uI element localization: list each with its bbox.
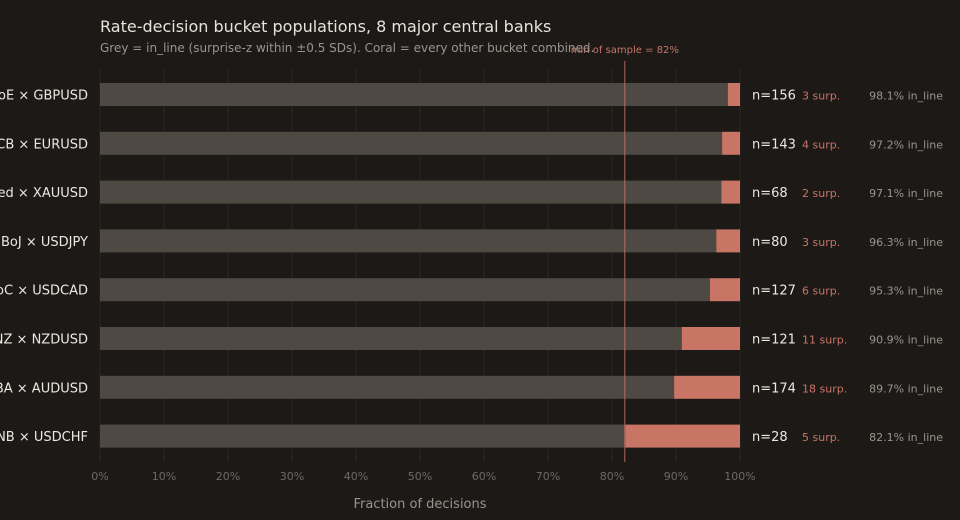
n-label: n=156 xyxy=(752,89,796,104)
reference-line-label: min of sample = 82% xyxy=(571,45,679,56)
y-category-label: BoE × GBPUSD xyxy=(0,89,88,104)
x-tick-label: 90% xyxy=(664,470,688,483)
y-category-label: BoC × USDCAD xyxy=(0,284,88,299)
y-category-label: BoJ × USDJPY xyxy=(1,235,88,250)
n-label: n=127 xyxy=(752,284,796,299)
surprise-count-label: 6 surp. xyxy=(802,285,840,298)
grid-layer xyxy=(99,70,741,462)
surprise-count-label: 5 surp. xyxy=(802,431,840,444)
x-tick-label: 30% xyxy=(280,470,304,483)
surprise-count-label: 4 surp. xyxy=(802,138,840,151)
surprise-count-label: 2 surp. xyxy=(802,187,840,200)
x-tick-label: 100% xyxy=(724,470,755,483)
bar-other xyxy=(674,375,740,399)
x-tick-label: 50% xyxy=(408,470,432,483)
in-line-percent-label: 97.1% in_line xyxy=(869,187,943,200)
bar-in-line xyxy=(100,278,710,302)
n-label: n=121 xyxy=(752,333,796,348)
bar-other xyxy=(716,229,740,253)
x-ticks-layer: 0% 10% 20% 30% 40% 50% 60% 70% 80% 90% 100% xyxy=(91,470,755,483)
x-tick-label: 60% xyxy=(472,470,496,483)
bar-other xyxy=(722,131,740,155)
chart-subtitle: Grey = in_line (surprise-z within ±0.5 S… xyxy=(100,41,594,55)
bar-other xyxy=(727,83,740,106)
bar-in-line xyxy=(100,327,682,350)
x-tick-label: 80% xyxy=(600,470,624,483)
in-line-percent-label: 98.1% in_line xyxy=(869,90,943,103)
bar-in-line xyxy=(100,83,728,106)
bar-in-line xyxy=(100,131,723,155)
chart-title: Rate-decision bucket populations, 8 majo… xyxy=(100,17,551,36)
y-category-label: SNB × USDCHF xyxy=(0,430,88,445)
x-tick-label: 70% xyxy=(536,470,560,483)
n-label: n=143 xyxy=(752,137,796,152)
n-label: n=80 xyxy=(752,235,788,250)
labels-layer: BoE × GBPUSD n=156 3 surp. 98.1% in_line ECB… xyxy=(0,89,943,446)
bar-other xyxy=(681,327,740,350)
x-axis-label: Fraction of decisions xyxy=(353,497,486,512)
surprise-count-label: 11 surp. xyxy=(802,334,847,347)
in-line-percent-label: 82.1% in_line xyxy=(869,431,943,444)
x-tick-label: 40% xyxy=(344,470,368,483)
reference-layer: min of sample = 82% xyxy=(571,45,679,462)
x-tick-label: 10% xyxy=(152,470,176,483)
surprise-count-label: 3 surp. xyxy=(802,90,840,103)
bar-other xyxy=(625,424,740,448)
bar-in-line xyxy=(100,180,722,204)
in-line-percent-label: 90.9% in_line xyxy=(869,334,943,347)
in-line-percent-label: 96.3% in_line xyxy=(869,236,943,249)
bars-layer xyxy=(100,83,740,448)
bar-in-line xyxy=(100,424,626,448)
n-label: n=174 xyxy=(752,381,796,396)
bar-other xyxy=(709,278,740,302)
bar-in-line xyxy=(100,229,717,253)
in-line-percent-label: 89.7% in_line xyxy=(869,382,943,395)
n-label: n=28 xyxy=(752,430,788,445)
in-line-percent-label: 95.3% in_line xyxy=(869,285,943,298)
x-tick-label: 0% xyxy=(91,470,108,483)
y-category-label: RBNZ × NZDUSD xyxy=(0,333,88,348)
y-category-label: Fed × XAUUSD xyxy=(0,186,88,201)
y-category-label: RBA × AUDUSD xyxy=(0,381,88,396)
surprise-count-label: 18 surp. xyxy=(802,382,847,395)
surprise-count-label: 3 surp. xyxy=(802,236,840,249)
bar-in-line xyxy=(100,375,675,399)
y-category-label: ECB × EURUSD xyxy=(0,137,88,152)
in-line-percent-label: 97.2% in_line xyxy=(869,138,943,151)
x-tick-label: 20% xyxy=(216,470,240,483)
n-label: n=68 xyxy=(752,186,788,201)
bar-other xyxy=(721,180,740,204)
